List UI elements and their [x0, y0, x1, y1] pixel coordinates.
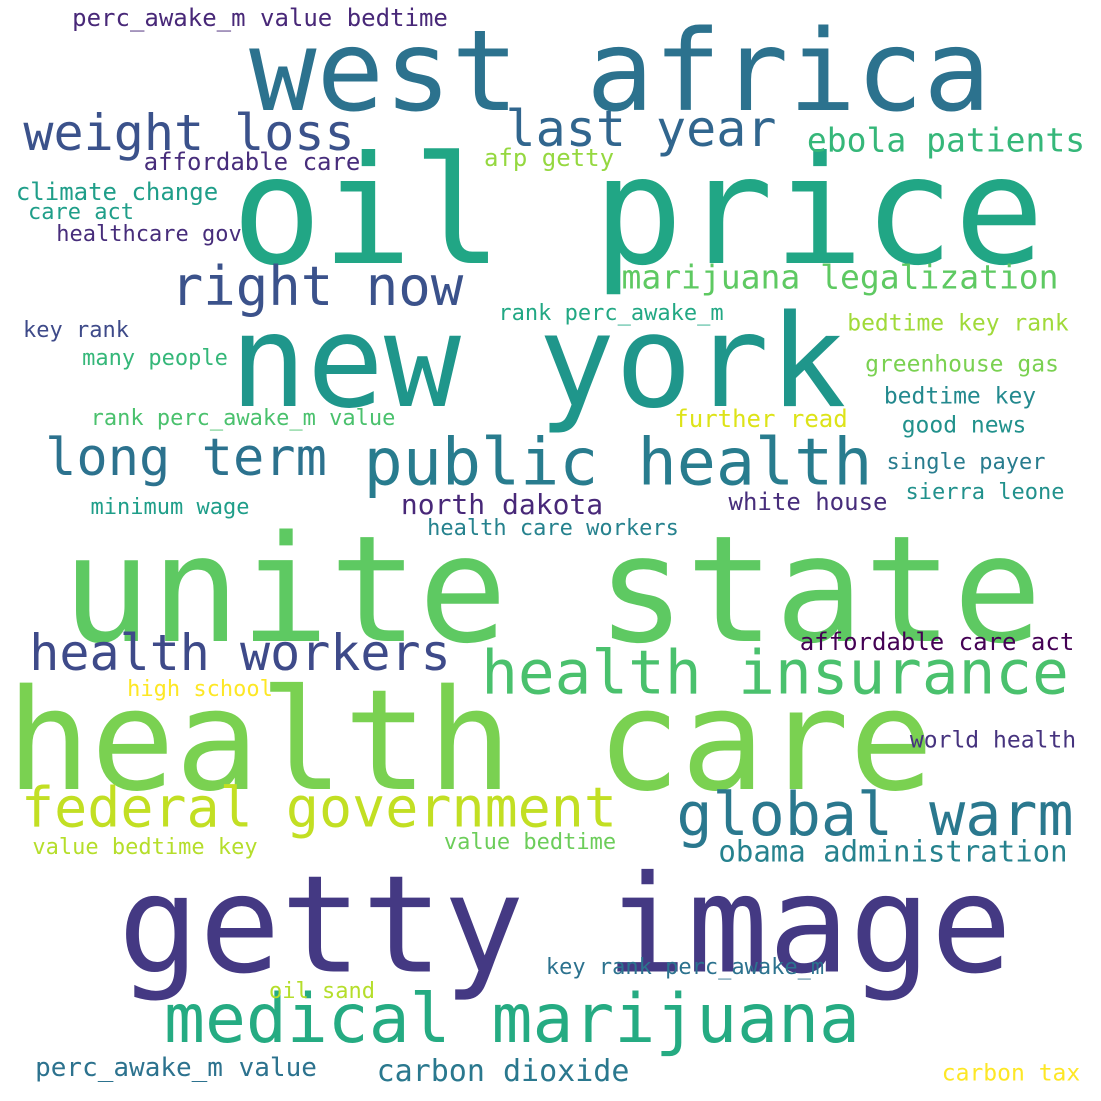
word-ebola-patients: ebola patients [806, 120, 1086, 160]
word-perc-awake-m-value-bedtime: perc_awake_m value bedtime [72, 4, 448, 32]
word-bedtime-key: bedtime key [883, 383, 1037, 410]
word-value-bedtime-key: value bedtime key [32, 835, 258, 860]
word-afp-getty: afp getty [483, 144, 615, 172]
word-white-house: white house [728, 488, 888, 516]
word-affordable-care: affordable care [143, 148, 361, 176]
word-high-school: high school [127, 677, 273, 702]
word-getty-image: getty image [117, 846, 1013, 1004]
word-affordable-care-act: affordable care act [799, 628, 1075, 656]
word-public-health: public health [363, 425, 873, 501]
word-rank-perc-awake-m: rank perc_awake_m [498, 301, 724, 326]
word-climate-change: climate change [15, 178, 219, 206]
word-healthcare-gov: healthcare gov [56, 222, 242, 247]
word-greenhouse-gas: greenhouse gas [865, 351, 1059, 378]
word-new-york: new york [229, 288, 847, 437]
word-health-workers: health workers [29, 624, 451, 682]
word-care-act: care act [28, 200, 134, 225]
word-federal-government: federal government [20, 775, 618, 840]
word-value-bedtime: value bedtime [443, 830, 617, 855]
word-carbon-tax: carbon tax [941, 1060, 1081, 1087]
word-good-news: good news [901, 412, 1027, 439]
word-key-rank-perc-awake-m: key rank perc_awake_m [545, 955, 825, 980]
word-key-rank: key rank [23, 318, 129, 343]
word-oil-price: oil price [231, 125, 1045, 299]
word-many-people: many people [82, 346, 228, 371]
word-west-africa: west africa [249, 7, 991, 137]
word-rank-perc-awake-m-value: rank perc_awake_m value [90, 406, 396, 431]
word-world-health: world health [909, 727, 1077, 754]
word-unite-state: unite state [61, 504, 1043, 676]
word-weight-loss: weight loss [23, 104, 355, 162]
word-north-dakota: north dakota [400, 488, 604, 521]
word-long-term: long term [45, 428, 327, 488]
word-global-warm: global warm [676, 780, 1074, 850]
word-bedtime-key-rank: bedtime key rank [847, 310, 1069, 337]
word-obama-administration: obama administration [718, 834, 1068, 869]
word-sierra-leone: sierra leone [905, 480, 1065, 505]
word-carbon-dioxide: carbon dioxide [376, 1054, 630, 1089]
word-health-insurance: health insurance [481, 637, 1069, 709]
word-medical-marijuana: medical marijuana [164, 980, 860, 1059]
word-health-care: health care [6, 660, 934, 823]
word-single-payer: single payer [886, 450, 1046, 475]
word-minimum-wage: minimum wage [90, 495, 250, 520]
word-last-year: last year [505, 100, 777, 158]
word-health-care-workers: health care workers [427, 516, 679, 541]
word-right-now: right now [170, 255, 464, 318]
word-further-read: further read [674, 405, 848, 433]
word-marijuana-legalization: marijuana legalization [621, 257, 1059, 297]
word-oil-sand: oil sand [269, 979, 375, 1004]
word-perc-awake-m-value: perc_awake_m value [35, 1053, 317, 1083]
